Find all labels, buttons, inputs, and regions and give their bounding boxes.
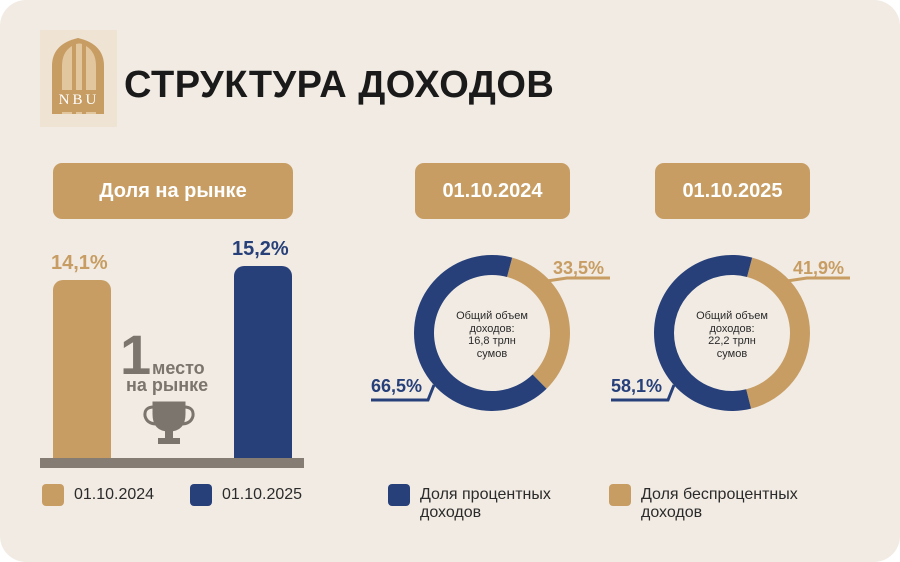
donut-1-slice-noninterest [507, 257, 571, 389]
donut-1-navy-label: 66,5% [371, 376, 423, 396]
bar-01-10-2024 [53, 280, 111, 458]
nbu-logo: NBU [40, 30, 117, 127]
donut-2-date-pill: 01.10.2025 [655, 163, 810, 219]
rank-number: 1 [120, 323, 151, 386]
donut-2-center-text: Общий объем доходов: 22,2 трлн сумов [696, 310, 768, 360]
legend-2025-swatch [190, 484, 212, 506]
bar-baseline [40, 458, 304, 468]
donut-2-slice-interest [654, 254, 753, 411]
legend-interest-label-line1: Доля процентных [420, 486, 551, 503]
donut-2-navy-label: 58,1% [611, 376, 663, 396]
page-title: СТРУКТУРА ДОХОДОВ [124, 64, 555, 106]
donut-2-slice-noninterest [746, 257, 811, 409]
donut-1-slice-interest [413, 254, 547, 411]
donut-1-center-text: Общий объем доходов: 16,8 трлн сумов [456, 310, 528, 360]
donut-1-gold-leader [546, 276, 610, 283]
legend-noninterest-label-line2: доходов [641, 504, 703, 521]
donut-1-gold-label: 33,5% [553, 258, 605, 278]
legend-2024-swatch [42, 484, 64, 506]
logo-arch-icon [52, 38, 104, 114]
donut-1-date-pill: 01.10.2024 [415, 163, 570, 219]
legend-2025-label: 01.10.2025 [222, 486, 303, 503]
donut-2-gold-label: 41,9% [793, 258, 845, 278]
legend-interest-label-line2: доходов [420, 504, 482, 521]
bar-value-label-2024: 14,1% [51, 252, 108, 274]
bar-01-10-2025 [234, 266, 292, 458]
legend-interest-swatch [388, 484, 410, 506]
donut-1-navy-leader [371, 384, 436, 402]
legend-2024-label: 01.10.2024 [74, 486, 155, 503]
legend-noninterest-swatch [609, 484, 631, 506]
logo-text: NBU [58, 92, 100, 108]
legend-noninterest-label-line1: Доля беспроцентных [641, 486, 798, 503]
rank-word: место [152, 358, 205, 378]
donut-2-navy-leader [611, 384, 676, 402]
rank-subtitle: на рынке [126, 375, 209, 395]
donut-2-gold-leader [786, 276, 850, 283]
bar-value-label-2025: 15,2% [232, 238, 289, 260]
market-share-pill: Доля на рынке [53, 163, 293, 219]
